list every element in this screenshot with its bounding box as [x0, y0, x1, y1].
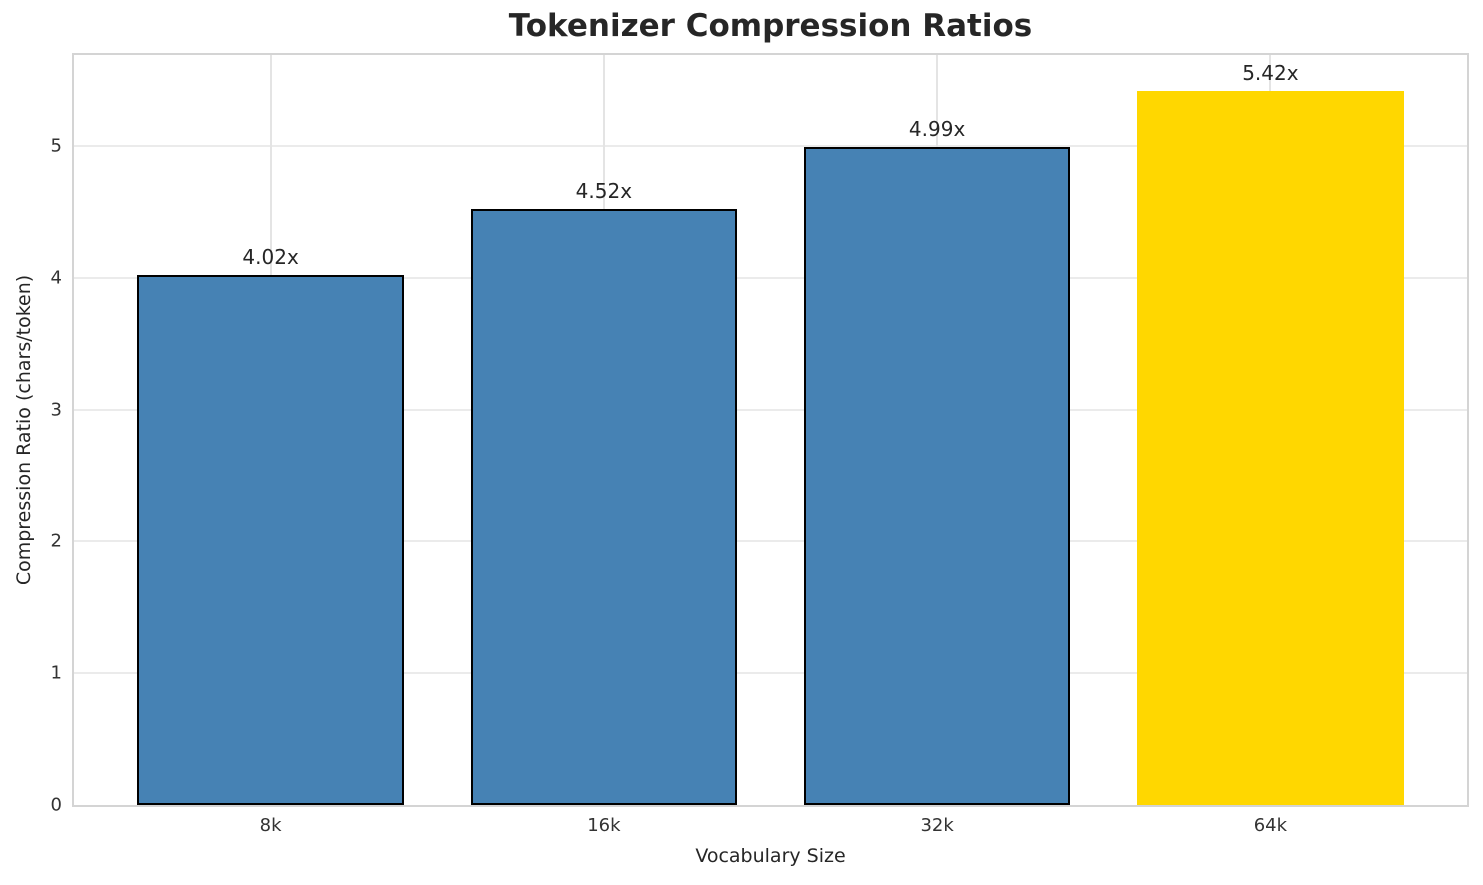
y-axis-label: Compression Ratio (chars/token): [13, 274, 35, 586]
y-gridline: [74, 672, 1467, 675]
bar-value-label: 4.99x: [908, 117, 966, 142]
y-tick-label: 1: [50, 662, 62, 684]
y-tick-label: 5: [50, 135, 62, 157]
bar-value-label: 5.42x: [1242, 60, 1299, 85]
bar: [137, 275, 404, 805]
bar: [470, 209, 738, 805]
x-axis-label: Vocabulary Size: [695, 845, 846, 867]
y-tick-label: 2: [50, 530, 62, 552]
bar: [803, 147, 1071, 805]
x-tick-label: 64k: [1253, 815, 1288, 836]
y-gridline: [74, 408, 1467, 411]
y-tick-label: 4: [50, 267, 62, 289]
x-tick-label: 8k: [259, 815, 282, 836]
y-gridline: [74, 276, 1467, 279]
x-tick-label: 16k: [587, 815, 621, 836]
bar-value-label: 4.02x: [242, 245, 299, 270]
bar: [1137, 90, 1404, 805]
bar-value-label: 4.52x: [575, 179, 633, 204]
x-tick-label: 32k: [920, 815, 954, 836]
y-tick-label: 3: [50, 399, 62, 421]
y-gridline: [74, 540, 1467, 543]
y-gridline: [74, 144, 1467, 147]
chart-title: Tokenizer Compression Ratios: [508, 8, 1033, 44]
plot-area: 0 1 2 3 4 5 4.02x 8k 4.52x 16k 4.99x 32k 5.42x 64k: [51, 53, 1469, 836]
y-tick-label: 0: [50, 794, 62, 816]
